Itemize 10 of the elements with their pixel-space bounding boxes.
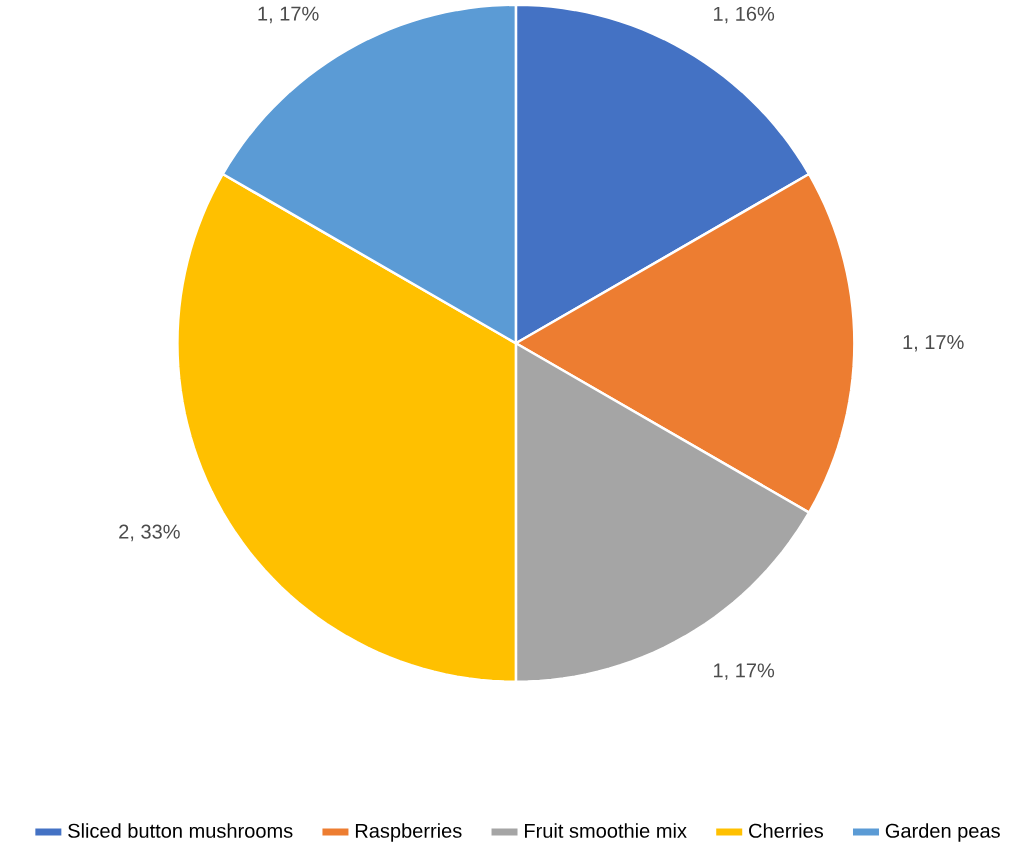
data-label: 1, 17% <box>258 6 319 23</box>
data-label: 1, 17% <box>713 663 775 680</box>
legend-label: Fruit smoothie mix <box>525 823 687 838</box>
legend-label: Sliced button mushrooms <box>68 823 293 838</box>
legend-label: Cherries <box>749 823 824 838</box>
data-label: 2, 33% <box>119 524 180 541</box>
data-label: 1, 16% <box>713 6 775 24</box>
legend-label: Garden peas <box>885 823 1000 842</box>
legend-label: Raspberries <box>355 823 462 842</box>
data-label: 1, 17% <box>903 334 964 352</box>
